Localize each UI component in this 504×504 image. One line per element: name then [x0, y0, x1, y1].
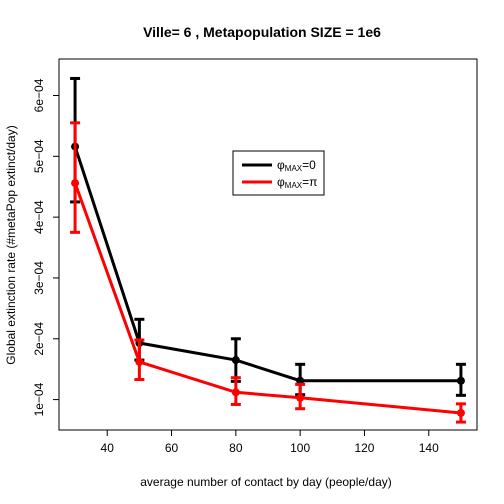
series-1: [70, 121, 466, 424]
legend-label-subscript: MAX: [285, 164, 303, 173]
data-point: [135, 357, 144, 366]
data-point: [231, 356, 240, 365]
data-point: [456, 408, 465, 417]
data-point: [296, 376, 305, 385]
legend-label-subscript: MAX: [285, 181, 303, 190]
x-tick-label: 140: [419, 441, 439, 455]
y-tick-label: 5e−04: [32, 139, 46, 173]
data-point: [296, 393, 305, 402]
plot-frame: [58, 58, 478, 431]
x-axis: 40 60 80 100 120 140: [101, 430, 439, 455]
y-axis-label: Global extinction rate (#metaPop extinct…: [4, 125, 18, 364]
y-tick-label: 4e−04: [32, 200, 46, 234]
x-tick-label: 100: [290, 441, 310, 455]
legend-box: [232, 150, 325, 196]
legend-label-symbol: φ: [277, 175, 285, 189]
y-tick-label: 1e−04: [32, 382, 46, 416]
legend-label-value: =π: [302, 175, 317, 189]
y-tick-label: 6e−04: [32, 78, 46, 112]
legend-label: φMAX=π: [277, 175, 317, 190]
x-axis-label: average number of contact by day (people…: [140, 475, 391, 489]
data-point: [231, 388, 240, 397]
series-0: [70, 76, 466, 397]
series-line: [73, 182, 462, 415]
chart-title: Ville= 6 , Metapopulation SIZE = 1e6: [143, 24, 381, 40]
series-layer: [70, 76, 466, 424]
x-tick-label: 40: [101, 441, 115, 455]
x-tick-label: 80: [229, 441, 243, 455]
data-point: [456, 376, 465, 385]
legend-label-symbol: φ: [277, 158, 285, 172]
y-tick-label: 2e−04: [32, 322, 46, 356]
y-axis: 1e−04 2e−04 3e−04 4e−04 5e−04 6e−04: [32, 78, 59, 416]
legend-label: φMAX=0: [277, 158, 316, 173]
x-tick-label: 60: [165, 441, 179, 455]
x-tick-label: 120: [354, 441, 374, 455]
y-tick-label: 3e−04: [32, 261, 46, 295]
data-point: [71, 179, 80, 188]
legend-label-value: =0: [302, 158, 316, 172]
